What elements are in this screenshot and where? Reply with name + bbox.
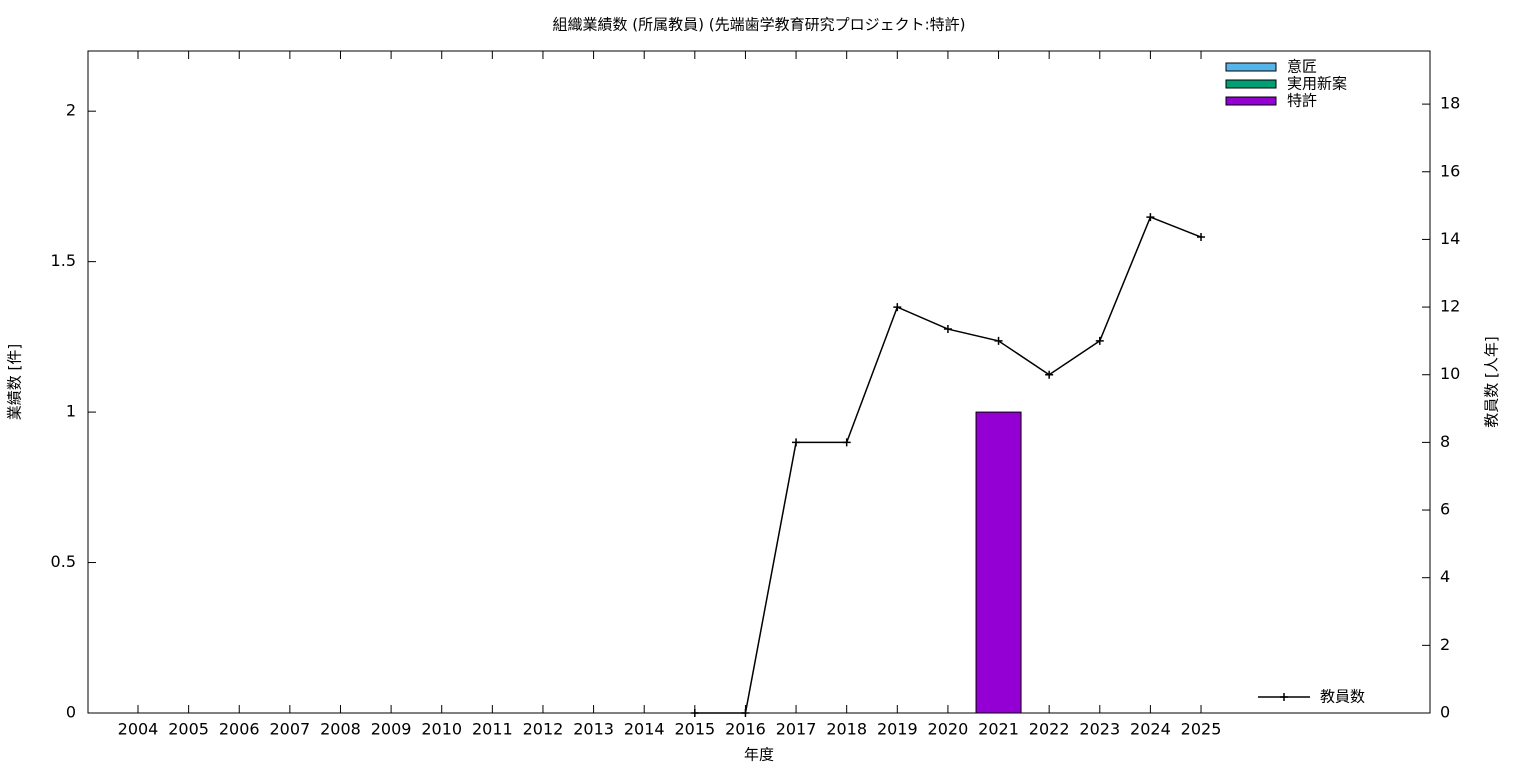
point [1095,336,1104,345]
line [694,216,1202,714]
x-tick-label: 2006 [219,720,260,739]
x-tick-label: 2008 [320,720,361,739]
bar [975,411,1022,714]
x-tick-label: 2005 [168,720,209,739]
legend-swatch [1225,96,1277,106]
point [943,325,952,334]
legend-label: 実用新案 [1287,75,1347,93]
y2-axis-title: 教員数 [人年] [1483,336,1501,427]
point [741,709,750,717]
y2-tick-label: 6 [1440,500,1450,519]
x-tick-label: 2019 [877,720,918,739]
point [994,336,1003,345]
x-tick-label: 2007 [270,720,311,739]
legend-label: 教員数 [1320,688,1365,706]
x-tick-label: 2025 [1181,720,1222,739]
x-tick-label: 2016 [725,720,766,739]
point [792,438,801,447]
x-tick-label: 2009 [371,720,412,739]
x-tick-label: 2022 [1029,720,1070,739]
y-tick-label: 2 [66,101,76,120]
x-tick-label: 2020 [928,720,969,739]
x-tick-label: 2012 [523,720,564,739]
y2-tick-label: 8 [1440,432,1450,451]
plot-border [87,50,1431,714]
y2-tick-label: 16 [1440,161,1460,180]
point [1146,213,1155,222]
legend-label: 特許 [1287,92,1317,110]
x-tick-label: 2023 [1079,720,1120,739]
x-tick-label: 2024 [1130,720,1171,739]
y-tick-label: 1.5 [51,251,76,270]
chart-title: 組織業績数 (所属教員) (先端歯学教育研究プロジェクト:特許) [552,16,965,34]
point [842,438,851,447]
point [1045,370,1054,379]
legend-swatch [1225,79,1277,89]
x-tick-label: 2010 [421,720,462,739]
point [1197,233,1206,242]
x-tick-label: 2017 [776,720,817,739]
y2-tick-label: 0 [1440,703,1450,722]
legend-label: 意匠 [1287,58,1317,76]
y2-tick-label: 2 [1440,635,1450,654]
legend-swatch [1225,62,1277,72]
y-axis-title: 業績数 [件] [6,344,24,420]
legend-point [1280,693,1288,701]
x-tick-label: 2004 [118,720,159,739]
point [690,709,699,717]
y-tick-label: 0 [66,703,76,722]
x-tick-label: 2018 [826,720,867,739]
point [893,303,902,312]
x-axis-title: 年度 [744,746,774,764]
y2-tick-label: 4 [1440,567,1450,586]
x-tick-label: 2021 [978,720,1019,739]
x-tick-label: 2015 [674,720,715,739]
y2-tick-label: 10 [1440,364,1460,383]
y-tick-label: 0.5 [51,552,76,571]
x-tick-label: 2011 [472,720,513,739]
y2-tick-label: 12 [1440,297,1460,316]
x-tick-label: 2013 [573,720,614,739]
y2-tick-label: 18 [1440,94,1460,113]
y2-tick-label: 14 [1440,229,1460,248]
x-tick-label: 2014 [624,720,665,739]
y-tick-label: 1 [66,402,76,421]
